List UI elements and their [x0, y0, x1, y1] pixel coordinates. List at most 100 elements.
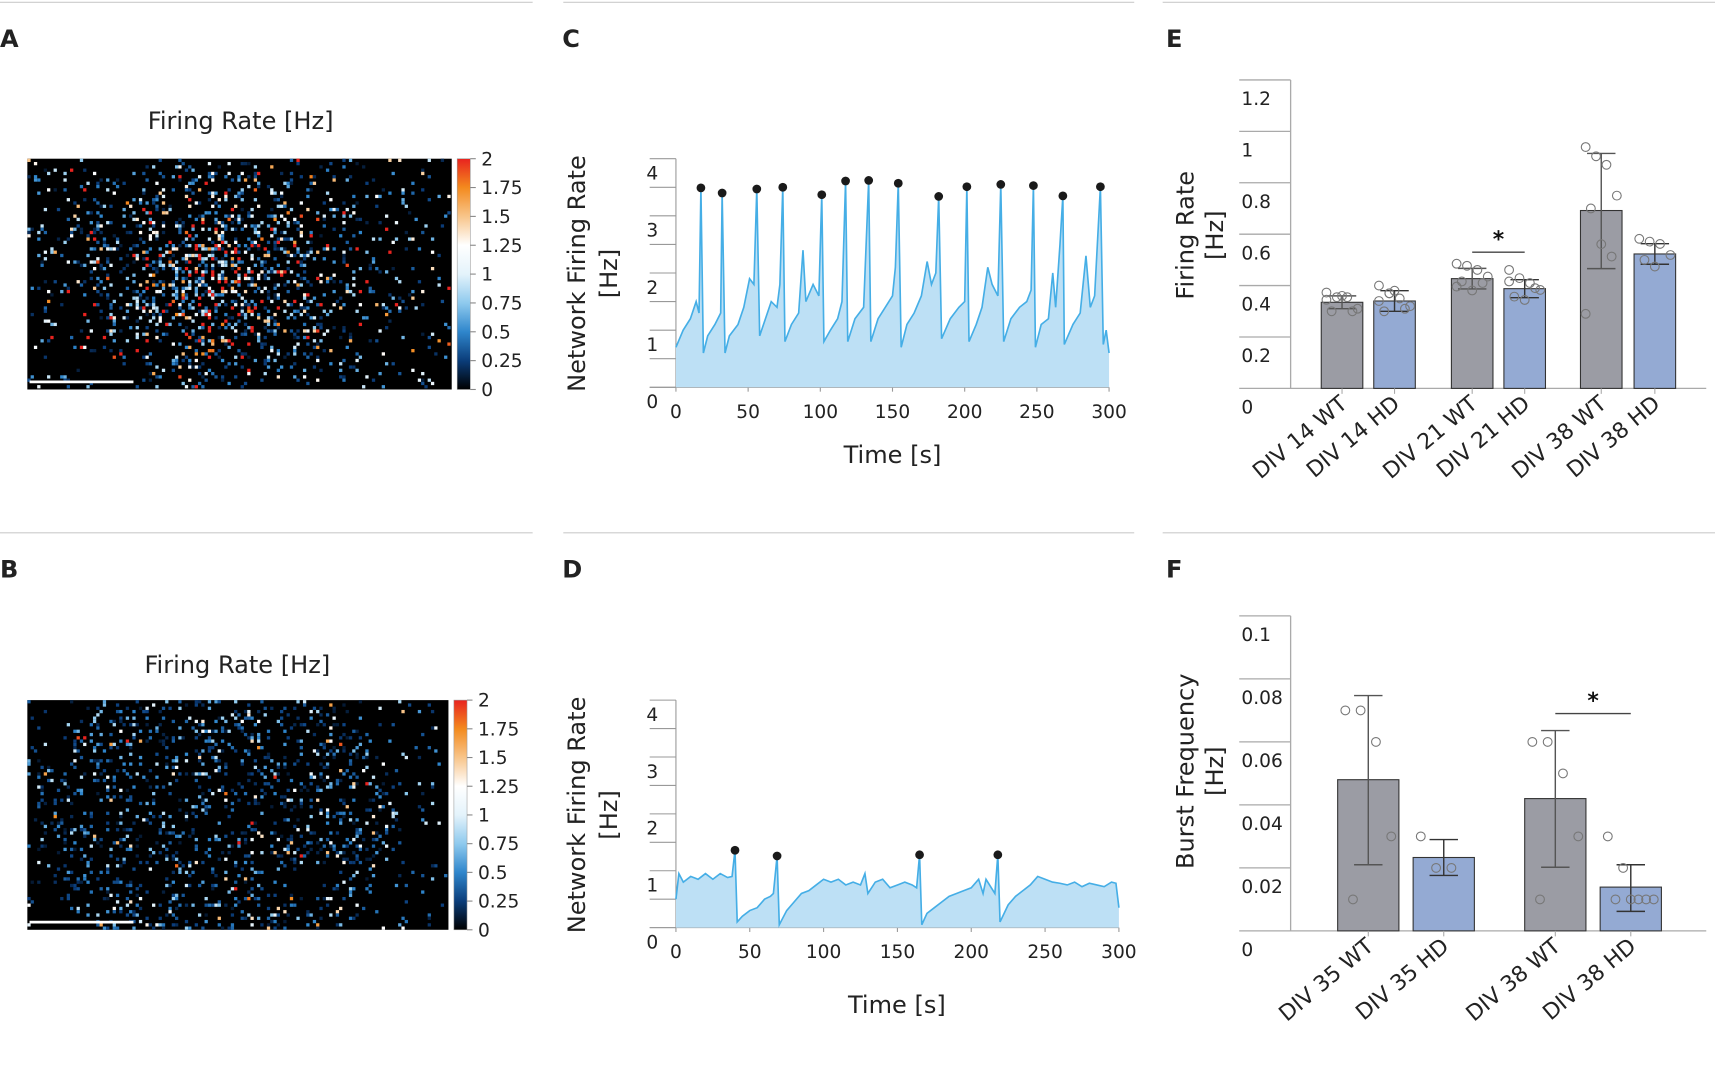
heatmap-pixel: [184, 244, 189, 248]
heatmap-pixel: [129, 798, 133, 802]
heatmap-pixel: [355, 828, 359, 832]
y-tick-label: 0.2: [1241, 346, 1271, 367]
heatmap-pixel: [319, 762, 323, 766]
heatmap-pixel: [421, 732, 425, 737]
heatmap-pixel: [171, 880, 175, 884]
heatmap-pixel: [293, 253, 297, 258]
heatmap-pixel: [289, 778, 294, 783]
heatmap-pixel: [401, 860, 405, 865]
heatmap-pixel: [152, 814, 156, 819]
heatmap-pixel: [401, 201, 405, 205]
heatmap-pixel: [355, 854, 359, 858]
heatmap-pixel: [375, 831, 379, 835]
heatmap-pixel: [273, 332, 277, 336]
heatmap-pixel: [296, 286, 300, 290]
heatmap-pixel: [276, 247, 280, 251]
heatmap-pixel: [135, 887, 139, 891]
heatmap-pixel: [56, 821, 61, 825]
burst-marker: [893, 178, 903, 188]
heatmap-pixel: [214, 201, 218, 205]
heatmap-pixel: [115, 821, 120, 825]
heatmap-pixel: [325, 814, 330, 819]
heatmap-pixel: [165, 309, 169, 313]
heatmap-pixel: [112, 795, 116, 799]
heatmap-pixel: [92, 749, 97, 753]
heatmap-pixel: [250, 916, 254, 920]
heatmap-pixel: [243, 312, 248, 317]
heatmap-pixel: [79, 345, 84, 350]
heatmap-pixel: [332, 887, 336, 891]
heatmap-pixel: [339, 769, 343, 773]
heatmap-pixel: [411, 237, 415, 241]
heatmap-pixel: [243, 916, 248, 920]
panel-label-c: C: [562, 25, 580, 53]
heatmap-pixel: [309, 814, 313, 819]
heatmap-pixel: [312, 175, 317, 179]
heatmap-pixel: [145, 211, 149, 215]
heatmap-pixel: [230, 906, 235, 911]
heatmap-pixel: [230, 913, 235, 917]
heatmap-pixel: [385, 791, 389, 796]
heatmap-pixel: [152, 260, 156, 264]
heatmap-pixel: [43, 844, 48, 848]
heatmap-pixel: [220, 729, 225, 733]
heatmap-pixel: [188, 926, 192, 930]
heatmap-pixel: [362, 906, 366, 911]
heatmap-pixel: [211, 322, 215, 327]
heatmap-pixel: [339, 335, 343, 340]
heatmap-pixel: [348, 175, 353, 179]
heatmap-pixel: [280, 247, 284, 251]
heatmap-pixel: [302, 253, 307, 258]
heatmap-pixel: [142, 191, 146, 195]
heatmap-pixel: [316, 752, 320, 756]
heatmap-pixel: [165, 332, 169, 336]
heatmap-pixel: [79, 828, 84, 832]
heatmap-pixel: [257, 181, 261, 185]
heatmap-pixel: [207, 227, 212, 231]
heatmap-pixel: [76, 736, 80, 740]
x-tick-label: 50: [736, 402, 760, 423]
heatmap-pixel: [194, 358, 198, 363]
heatmap-pixel: [220, 299, 225, 304]
heatmap-pixel: [112, 775, 116, 779]
heatmap-pixel: [119, 814, 123, 819]
heatmap-pixel: [355, 729, 359, 733]
heatmap-pixel: [76, 368, 80, 372]
heatmap-pixel: [188, 358, 192, 363]
heatmap-pixel: [266, 916, 271, 920]
heatmap-pixel: [322, 309, 326, 313]
heatmap-pixel: [178, 870, 182, 875]
heatmap-pixel: [407, 211, 412, 215]
heatmap-pixel: [325, 276, 330, 281]
colorbar-tick-label: 1.25: [478, 777, 519, 798]
heatmap-pixel: [217, 244, 221, 248]
heatmap-pixel: [319, 706, 323, 710]
heatmap-pixel: [129, 910, 133, 914]
heatmap-pixel: [404, 306, 408, 310]
heatmap-pixel: [289, 158, 294, 162]
heatmap-pixel: [227, 214, 231, 218]
heatmap-pixel: [132, 244, 136, 248]
heatmap-pixel: [109, 732, 113, 737]
heatmap-pixel: [253, 306, 258, 310]
heatmap-pixel: [335, 913, 340, 917]
heatmap-pixel: [204, 270, 208, 274]
heatmap-pixel: [148, 263, 153, 267]
heatmap-pixel: [220, 788, 225, 792]
heatmap-pixel: [280, 194, 284, 199]
heatmap-pixel: [220, 270, 225, 274]
heatmap-pixel: [421, 332, 425, 336]
heatmap-pixel: [207, 198, 212, 202]
heatmap-pixel: [217, 716, 221, 720]
heatmap-pixel: [273, 230, 277, 235]
heatmap-pixel: [398, 371, 402, 376]
heatmap-pixel: [188, 234, 192, 238]
heatmap-pixel: [427, 345, 431, 350]
heatmap-pixel: [270, 805, 274, 809]
heatmap-pixel: [152, 165, 156, 169]
heatmap-pixel: [404, 791, 408, 796]
heatmap-pixel: [89, 844, 93, 848]
heatmap-pixel: [155, 841, 159, 845]
heatmap-pixel: [201, 339, 205, 343]
heatmap-pixel: [362, 385, 366, 389]
